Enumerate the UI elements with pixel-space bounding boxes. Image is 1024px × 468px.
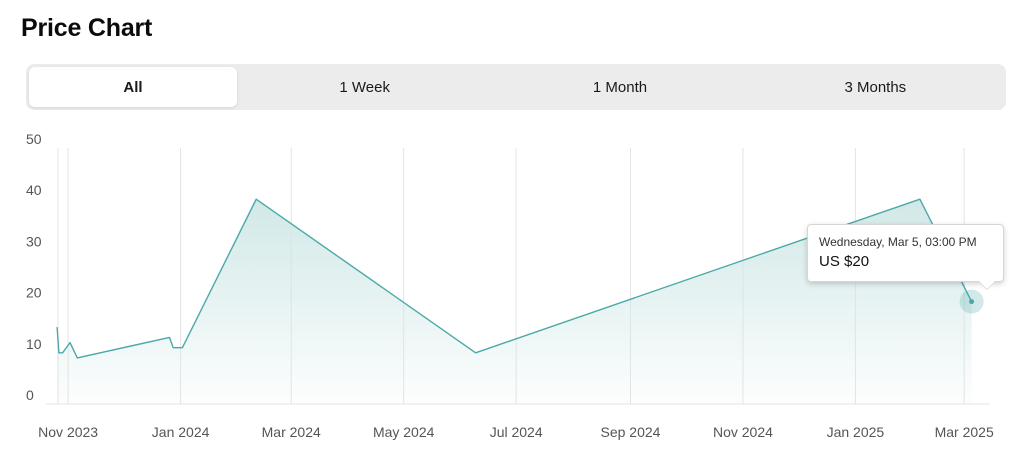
- highlight-point: [969, 299, 975, 305]
- y-tick-label: 10: [26, 336, 42, 352]
- data-point: [75, 356, 79, 360]
- data-point: [57, 351, 61, 355]
- data-point: [254, 197, 258, 201]
- x-tick-label: Nov 2023: [38, 424, 98, 440]
- data-point: [55, 325, 59, 329]
- page-title: Price Chart: [21, 14, 153, 42]
- y-tick-label: 40: [26, 182, 42, 198]
- data-point: [168, 335, 172, 339]
- price-area: [57, 199, 972, 404]
- x-tick-label: Sep 2024: [600, 424, 660, 440]
- data-point: [68, 341, 72, 345]
- x-tick-label: Jan 2024: [152, 424, 210, 440]
- price-tooltip: Wednesday, Mar 5, 03:00 PM US $20: [807, 224, 1004, 282]
- tab-all[interactable]: All: [29, 67, 237, 107]
- time-range-tabs: All 1 Week 1 Month 3 Months: [26, 64, 1006, 110]
- data-point: [61, 351, 65, 355]
- tooltip-value: US $20: [819, 253, 870, 270]
- x-tick-label: May 2024: [373, 424, 435, 440]
- price-line: [56, 198, 973, 359]
- y-tick-label: 30: [26, 233, 42, 249]
- x-tick-label: Mar 2025: [935, 424, 994, 440]
- data-point: [474, 351, 478, 355]
- data-point: [180, 346, 184, 350]
- x-tick-label: Jan 2025: [827, 424, 885, 440]
- x-tick-label: Mar 2024: [262, 424, 321, 440]
- y-tick-label: 0: [26, 387, 34, 403]
- data-point: [918, 197, 922, 201]
- y-tick-label: 20: [26, 285, 42, 301]
- tab-1-week[interactable]: 1 Week: [339, 78, 390, 96]
- tab-1-month[interactable]: 1 Month: [592, 78, 648, 96]
- x-tick-label: Nov 2024: [713, 424, 773, 440]
- tooltip-date: Wednesday, Mar 5, 03:00 PM: [819, 235, 977, 249]
- x-tick-label: Jul 2024: [490, 424, 543, 440]
- data-point: [171, 346, 175, 350]
- y-tick-label: 50: [26, 131, 42, 147]
- tab-3-months[interactable]: 3 Months: [844, 78, 907, 96]
